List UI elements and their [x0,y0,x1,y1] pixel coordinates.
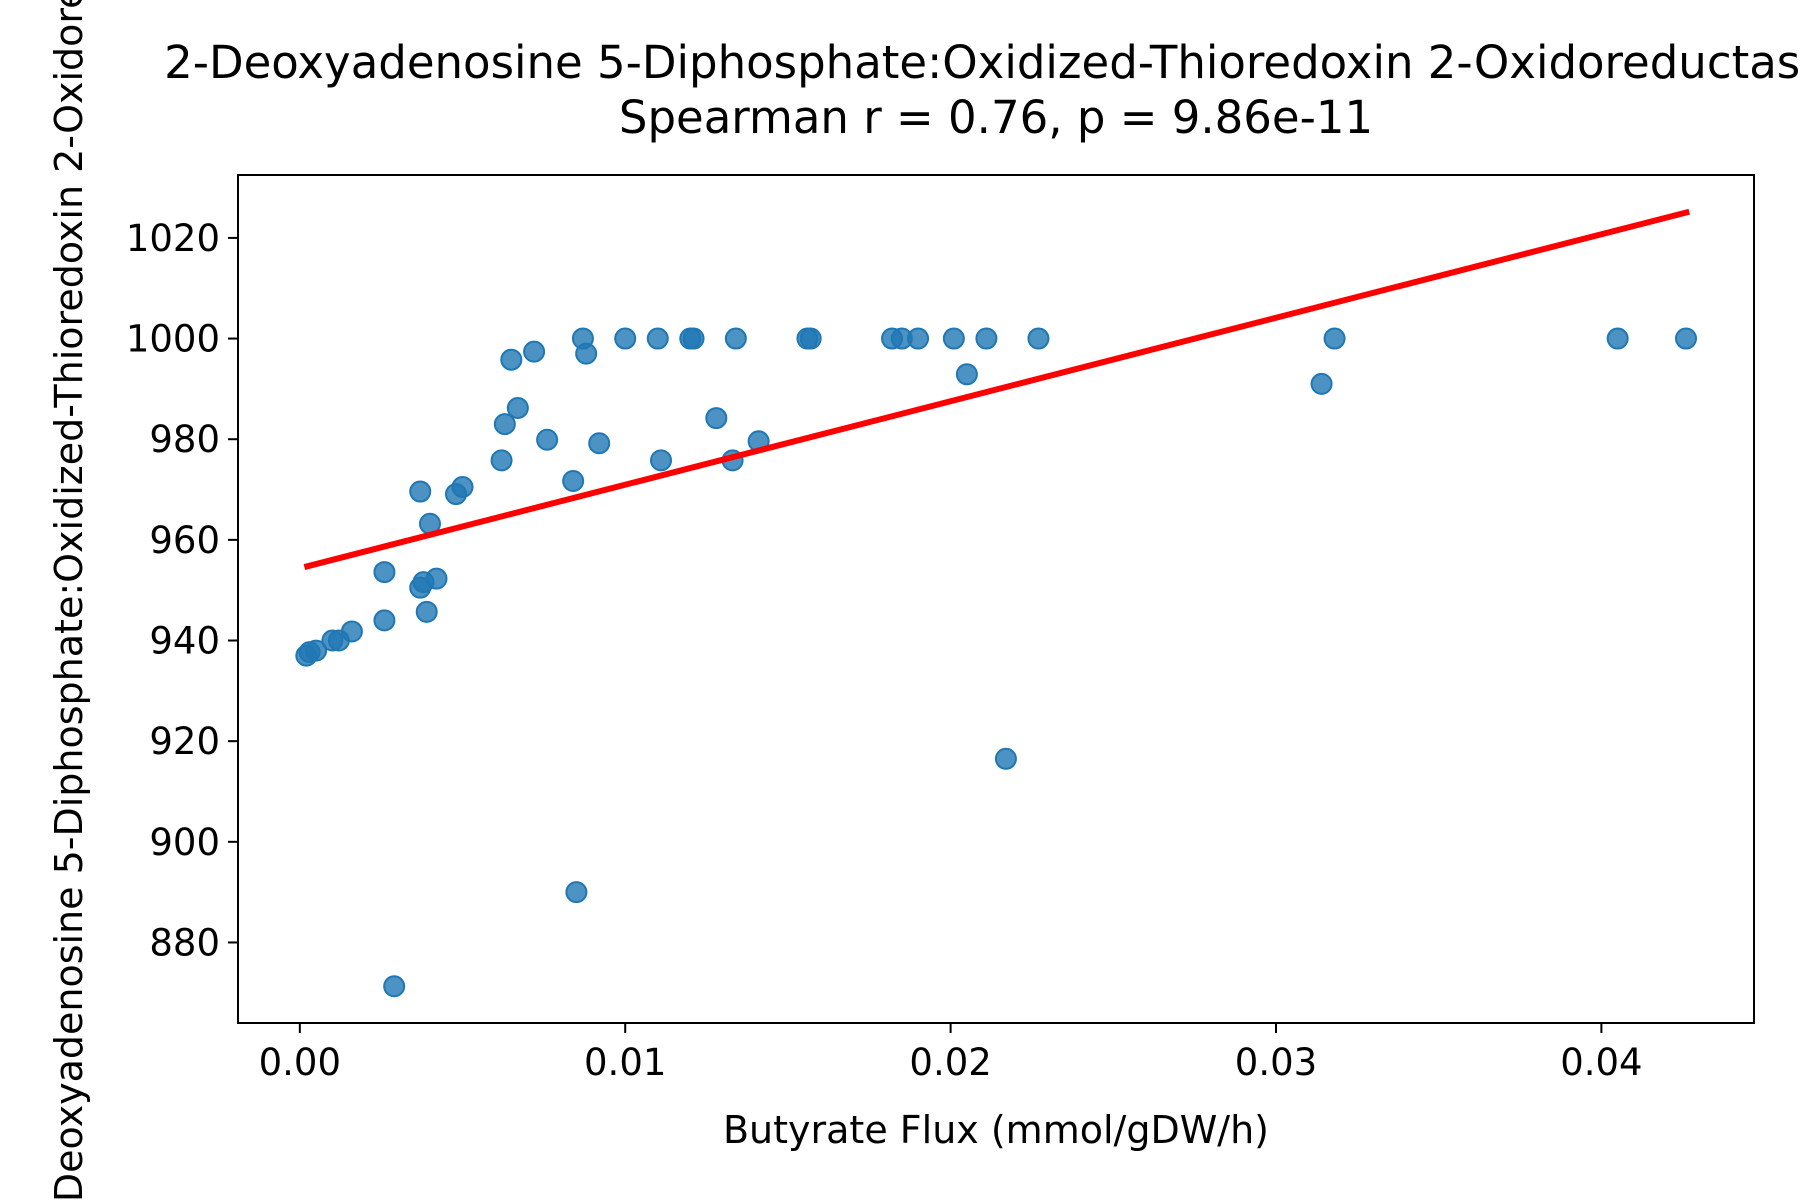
point [955,363,978,386]
point [373,609,396,632]
point [975,327,998,350]
plot-frame [237,174,1755,1024]
x-tick-label: 0.02 [909,1041,991,1084]
point [1606,327,1629,350]
point [493,413,516,436]
point [340,620,363,643]
y-tick-label: 920 [149,720,220,763]
x-tick-label: 0.01 [584,1041,666,1084]
point [1674,327,1697,350]
y-tick-label: 880 [149,921,220,964]
point [562,469,585,492]
y-tick-label: 1000 [126,318,220,361]
y-tick-label: 960 [149,519,220,562]
x-tick-label: 0.04 [1560,1041,1642,1084]
point [565,881,588,904]
point [451,476,474,499]
x-tick-label: 0.00 [259,1041,341,1084]
point [425,567,448,590]
chart-title: 2-Deoxyadenosine 5-Diphosphate:Oxidized-… [164,36,1800,89]
point [682,327,705,350]
point [506,397,529,420]
chart-subtitle: Spearman r = 0.76, p = 9.86e-11 [619,91,1373,144]
point [724,327,747,350]
point [650,449,673,472]
x-axis-label: Butyrate Flux (mmol/gDW/h) [723,1108,1269,1152]
point [942,327,965,350]
y-tick-label: 1020 [126,217,220,260]
point [575,342,598,365]
y-tick-label: 980 [149,418,220,461]
x-tick-label: 0.03 [1235,1041,1317,1084]
point [409,480,432,503]
point [383,975,406,998]
y-tick-label: 900 [149,821,220,864]
point [415,600,438,623]
point [646,327,669,350]
y-axis-label: 2-Deoxyadenosine 5-Diphosphate:Oxidized-… [47,0,91,1200]
point [1027,327,1050,350]
point [1323,327,1346,350]
point [523,340,546,363]
point [1310,372,1333,395]
point [536,428,559,451]
point [614,327,637,350]
point [490,449,513,472]
point [994,747,1017,770]
point [705,407,728,430]
point [799,327,822,350]
point [305,639,328,662]
point [373,561,396,584]
y-tick-label: 940 [149,620,220,663]
fit-line [303,208,1690,570]
point [500,348,523,371]
point [588,432,611,455]
point [907,327,930,350]
